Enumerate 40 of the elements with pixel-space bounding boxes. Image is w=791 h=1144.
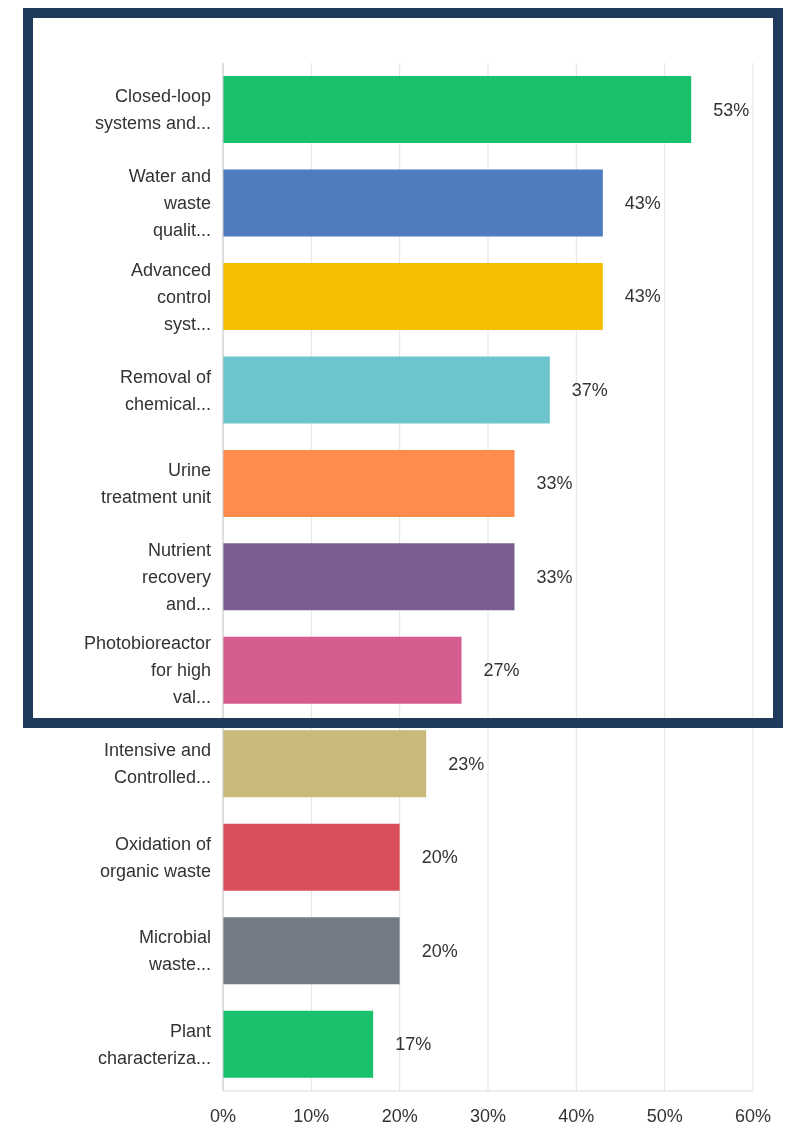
x-tick-label: 30% [469,1105,507,1126]
data-label: 43% [624,286,661,307]
x-tick-label: 10% [293,1105,330,1126]
bar [223,169,603,237]
bar [223,823,400,891]
data-label: 33% [536,473,573,494]
data-label: 33% [536,566,573,587]
bar [223,76,692,144]
data-label: 37% [571,379,608,400]
y-tick-label: Urine treatment unit [100,460,211,508]
y-tick-label: Nutrient recovery and... [141,540,211,614]
bar [223,730,427,798]
y-tick-label: Intensive and Controlled... [103,740,211,788]
data-label: 20% [421,940,458,961]
x-tick-label: 0% [209,1105,237,1126]
y-tick-label: Advanced control syst... [130,259,211,334]
x-tick-label: 20% [381,1105,418,1126]
bar [223,917,400,985]
data-label: 23% [448,753,485,774]
y-tick-label: Removal of chemical... [119,366,212,414]
bar [223,1010,374,1078]
data-label: 27% [483,660,520,681]
y-tick-label: Microbial waste... [138,927,211,975]
bar [223,636,462,704]
bar [223,543,515,611]
data-label: 43% [624,193,661,214]
bar [223,449,515,517]
y-tick-label: Closed-loop systems and... [94,86,211,134]
x-tick-label: 40% [558,1105,595,1126]
y-tick-label: Water and waste qualit... [128,166,211,241]
data-label: 53% [713,99,750,120]
x-tick-label: 50% [646,1105,683,1126]
data-label: 20% [421,847,458,868]
x-tick-label: 60% [734,1105,772,1126]
y-tick-label: Oxidation of organic waste [99,833,212,881]
bar [223,262,603,330]
y-tick-label: Plant characteriza... [97,1020,211,1068]
data-label: 17% [395,1034,432,1055]
y-tick-label: Photobioreactor for high val... [83,633,211,708]
bar [223,356,550,424]
